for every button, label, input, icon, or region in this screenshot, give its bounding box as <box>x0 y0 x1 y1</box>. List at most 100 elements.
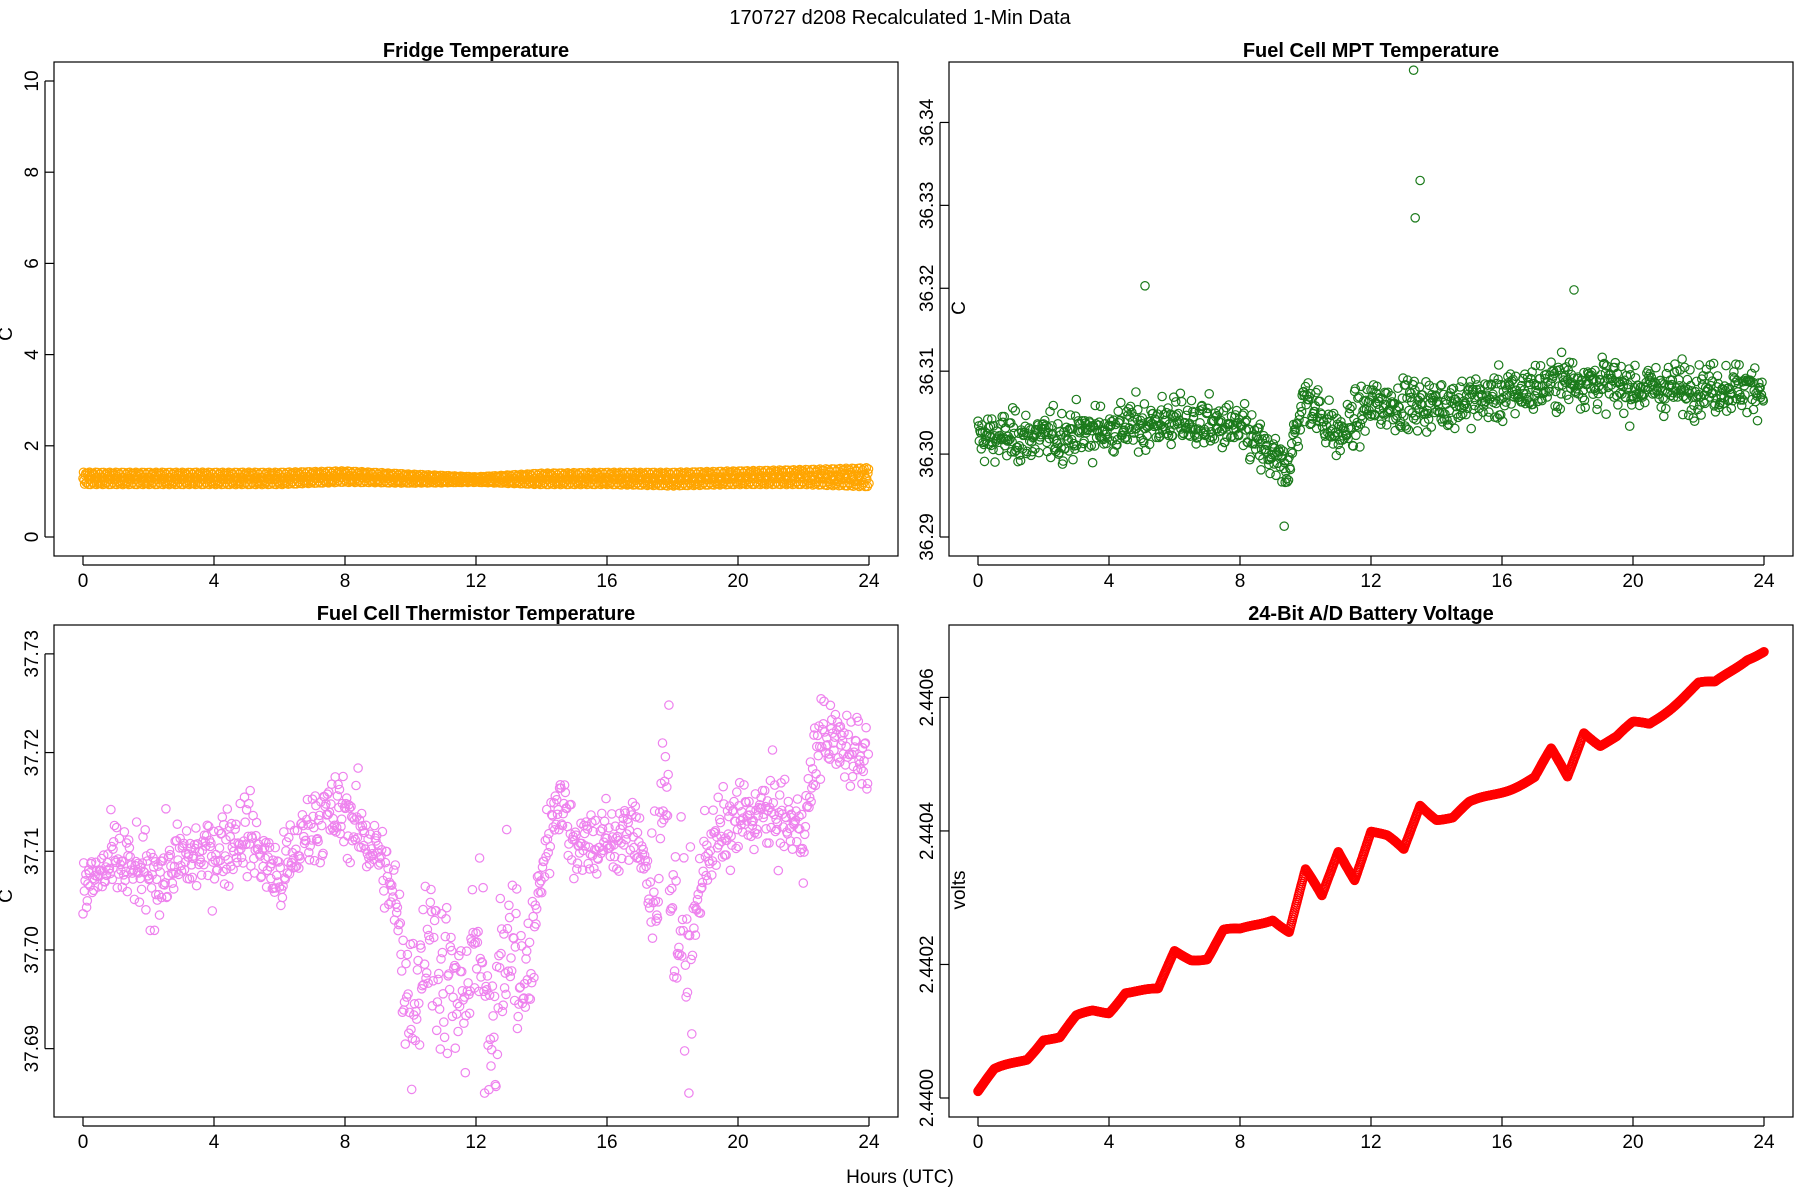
data-point <box>497 1006 508 1017</box>
data-point <box>731 843 741 854</box>
data-point <box>655 833 666 844</box>
data-point <box>444 984 455 995</box>
data-point <box>1644 375 1655 385</box>
data-point <box>1623 382 1634 393</box>
data-point <box>1072 440 1082 451</box>
data-point <box>761 823 771 834</box>
data-point <box>275 862 285 873</box>
data-point <box>1580 402 1590 413</box>
data-point <box>318 848 328 859</box>
panel-title: Fridge Temperature <box>383 40 569 62</box>
y-axis-label: C <box>0 327 17 341</box>
data-point <box>994 445 1004 456</box>
data-point <box>416 943 426 953</box>
data-point <box>145 925 155 936</box>
data-point <box>173 855 183 865</box>
data-point <box>1292 436 1302 446</box>
data-point <box>559 780 570 790</box>
data-point <box>1007 402 1018 413</box>
data-point <box>541 804 552 815</box>
data-point <box>1027 446 1038 457</box>
data-point <box>1336 416 1346 427</box>
data-point <box>675 925 686 936</box>
data-point <box>799 829 810 840</box>
data-point <box>545 841 556 852</box>
data-point <box>196 870 207 880</box>
data-point <box>1556 388 1566 399</box>
data-point <box>420 881 431 892</box>
data-point <box>1670 359 1680 369</box>
data-point <box>746 816 757 827</box>
data-point <box>228 864 238 875</box>
data-point <box>412 965 423 975</box>
data-point <box>1040 415 1050 426</box>
data-point <box>1577 392 1588 403</box>
data-point <box>1603 382 1613 393</box>
data-point <box>1285 464 1296 475</box>
data-point <box>283 832 294 843</box>
data-point <box>764 838 774 848</box>
data-point <box>120 875 130 886</box>
data-point <box>154 910 165 920</box>
data-point <box>441 902 452 913</box>
data-point <box>489 991 500 1002</box>
data-point <box>107 874 118 885</box>
data-point <box>990 457 1000 467</box>
data-point <box>859 755 869 766</box>
data-point <box>433 974 443 985</box>
data-point <box>611 833 621 843</box>
data-point <box>1510 408 1520 419</box>
data-point <box>1317 421 1328 432</box>
data-point <box>425 897 436 908</box>
data-point <box>1171 397 1181 407</box>
data-point <box>290 862 300 872</box>
data-point <box>449 960 460 971</box>
data-point <box>446 932 456 943</box>
x-tick-label: 24 <box>858 571 880 592</box>
data-point <box>1752 391 1762 401</box>
data-point <box>1490 395 1501 405</box>
data-point <box>1010 405 1021 416</box>
data-point <box>853 716 864 726</box>
data-point <box>295 854 305 864</box>
data-point <box>484 990 495 1000</box>
data-point <box>513 1011 523 1022</box>
data-point <box>845 781 856 791</box>
data-point <box>798 878 809 888</box>
data-point <box>411 1006 421 1017</box>
data-point <box>245 785 255 796</box>
data-point <box>725 865 736 876</box>
data-point <box>676 811 686 822</box>
data-point <box>1689 416 1700 426</box>
data-point <box>1411 414 1421 425</box>
data-point <box>589 863 599 874</box>
data-point <box>1720 386 1731 396</box>
data-point <box>1327 424 1338 435</box>
data-point <box>426 884 436 895</box>
data-point <box>87 887 98 898</box>
data-point <box>1530 360 1541 371</box>
x-tick-label: 4 <box>1104 1132 1115 1153</box>
data-point <box>263 837 274 848</box>
x-tick-label: 12 <box>465 571 486 592</box>
data-point <box>1311 423 1322 434</box>
data-point <box>1305 388 1316 399</box>
data-point <box>1209 434 1220 444</box>
data-point <box>666 883 677 894</box>
data-point <box>534 870 544 881</box>
data-point <box>501 989 511 1000</box>
data-point <box>664 700 674 710</box>
x-tick-label: 8 <box>1235 571 1246 592</box>
data-point <box>654 807 665 817</box>
data-point <box>411 1014 422 1024</box>
data-point <box>988 420 999 431</box>
data-point <box>1376 419 1386 429</box>
data-point <box>1731 359 1741 369</box>
data-point <box>313 815 324 825</box>
y-tick-label: 36.33 <box>917 182 938 230</box>
data-point <box>1057 408 1067 419</box>
data-point <box>344 803 355 813</box>
data-point <box>1741 376 1752 387</box>
data-point <box>571 864 582 874</box>
data-point <box>1590 365 1600 376</box>
